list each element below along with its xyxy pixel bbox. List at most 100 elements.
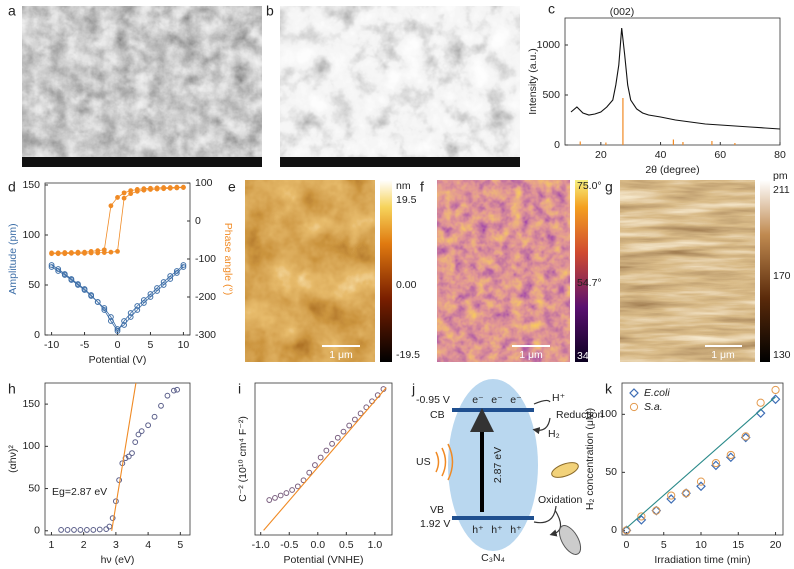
- x-tick-label: 0.5: [339, 539, 354, 551]
- panel-label: d: [8, 179, 16, 195]
- marker: [90, 527, 97, 533]
- marker: [181, 184, 186, 190]
- y-tick-label: 500: [542, 89, 560, 101]
- reduction-label: Reduction: [556, 409, 603, 421]
- panel-label: f: [420, 179, 424, 195]
- marker: [173, 268, 180, 274]
- marker: [652, 506, 661, 515]
- marker: [770, 394, 781, 405]
- x-tick-label: 5: [177, 539, 183, 551]
- afm-amplitude: [620, 180, 755, 362]
- marker: [132, 439, 139, 446]
- marker: [127, 314, 134, 320]
- marker: [741, 432, 750, 441]
- legend-marker: [629, 388, 639, 398]
- marker: [294, 483, 301, 490]
- y-tick-label: 0: [34, 329, 40, 341]
- marker: [696, 477, 706, 486]
- panel-label: e: [228, 179, 236, 195]
- marker: [140, 300, 147, 306]
- marker: [101, 307, 108, 313]
- x-tick-label: 5: [661, 539, 667, 551]
- marker: [289, 487, 296, 493]
- damaged-bacterium: [558, 525, 582, 555]
- x-tick-label: 5: [148, 339, 154, 351]
- series-line: [111, 382, 137, 531]
- marker: [94, 299, 101, 305]
- marker: [134, 187, 140, 192]
- marker: [167, 273, 174, 279]
- vb-label: VB: [430, 504, 444, 516]
- y2-tick-label: 100: [195, 177, 213, 189]
- oxidation-label: Oxidation: [538, 494, 583, 506]
- marker: [180, 262, 187, 268]
- marker: [106, 523, 113, 530]
- electron: e⁻: [491, 394, 503, 406]
- marker: [725, 452, 736, 463]
- marker: [108, 249, 114, 255]
- marker: [101, 247, 107, 253]
- marker: [83, 527, 90, 533]
- panel-label: c: [548, 1, 555, 17]
- colorbar-label: 170: [773, 270, 791, 282]
- marker: [77, 527, 84, 533]
- y-tick-label: 150: [22, 398, 40, 410]
- afm-topography: [245, 180, 375, 362]
- y-tick-label: 150: [22, 179, 40, 191]
- y-tick-label: 50: [28, 482, 40, 494]
- marker: [71, 527, 77, 533]
- colorbar-label: 19.5: [396, 194, 417, 206]
- cb-label: CB: [430, 409, 445, 421]
- plot-frame: [44, 382, 191, 536]
- x-tick-label: 40: [655, 149, 667, 161]
- marker: [135, 431, 142, 438]
- y-tick-label: 0: [611, 524, 617, 536]
- marker: [103, 526, 110, 532]
- marker: [167, 185, 173, 190]
- y2-tick-label: -300: [195, 329, 216, 341]
- x-tick-label: 2: [81, 539, 87, 551]
- band-gap: 2.87 eV: [492, 447, 504, 483]
- marker: [121, 195, 127, 201]
- marker: [277, 492, 284, 499]
- y-axis-label: (αhν)²: [7, 445, 19, 473]
- marker: [115, 195, 120, 200]
- x-tick-label: 0: [624, 539, 630, 551]
- x-tick-label: 3: [113, 539, 119, 551]
- colorbar-label: -19.5: [396, 349, 420, 361]
- annotation: Eg=2.87 eV: [52, 486, 107, 498]
- plot-frame: [564, 17, 781, 146]
- marker: [88, 249, 94, 254]
- marker: [161, 185, 167, 190]
- marker: [134, 307, 141, 313]
- y-tick-label: 50: [28, 279, 40, 291]
- y-tick-label: 0: [34, 525, 40, 537]
- cb-potential: -0.95 V: [416, 394, 450, 406]
- oxidation-arrow: [533, 505, 562, 534]
- marker: [160, 279, 167, 285]
- marker: [170, 387, 177, 394]
- marker: [55, 250, 61, 256]
- y-tick-label: 50: [605, 466, 617, 478]
- x-tick-label: 1: [49, 539, 55, 551]
- marker: [64, 527, 71, 533]
- x-tick-label: 0.0: [310, 539, 325, 551]
- x-tick-label: 10: [178, 339, 190, 351]
- panel-label: k: [605, 381, 613, 397]
- material-label: C₃N₄: [481, 552, 505, 564]
- marker: [62, 250, 68, 255]
- marker: [68, 250, 74, 255]
- y2-tick-label: -100: [195, 253, 216, 265]
- electron: e⁻: [472, 394, 484, 406]
- x-tick-label: 20: [595, 149, 607, 161]
- marker: [711, 458, 721, 468]
- marker: [48, 262, 55, 268]
- y2-tick-label: 0: [195, 215, 201, 227]
- marker: [88, 292, 95, 298]
- marker: [96, 526, 103, 533]
- y2-axis-label: Phase angle (°): [222, 223, 234, 296]
- panel-label: b: [266, 3, 274, 19]
- colorbar-label: 54.7°: [577, 277, 602, 289]
- marker: [134, 303, 141, 309]
- scale-label: 1 μm: [711, 349, 735, 361]
